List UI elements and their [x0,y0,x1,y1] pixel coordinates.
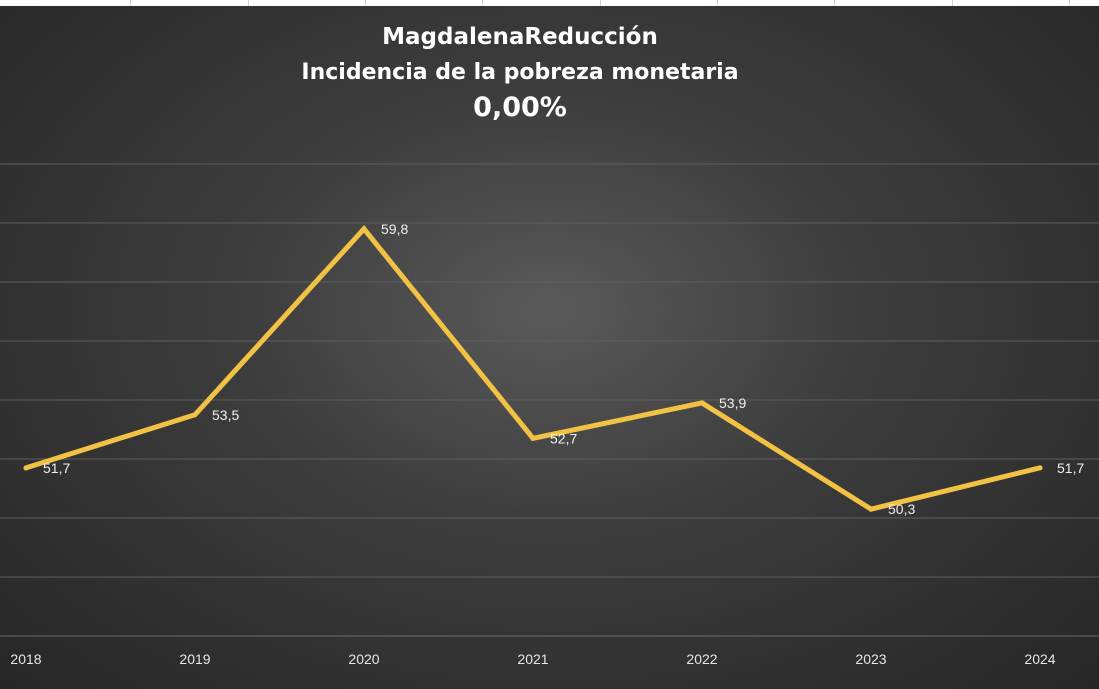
x-tick-label: 2019 [179,651,210,667]
data-label: 59,8 [381,221,408,237]
data-label: 51,7 [43,460,70,476]
series-line [23,225,1043,512]
data-point [192,412,198,418]
chart-subtitle: Incidencia de la pobreza monetaria [301,60,739,85]
x-tick-label: 2024 [1024,651,1055,667]
data-label: 51,7 [1057,460,1084,476]
x-tick-label: 2020 [348,651,379,667]
data-point [1037,465,1043,471]
x-tick-label: 2023 [855,651,886,667]
data-label: 50,3 [888,501,915,517]
data-label: 53,9 [719,395,746,411]
spreadsheet-row-strip [0,0,1099,6]
data-label: 53,5 [212,407,239,423]
data-point [23,465,29,471]
data-point [868,506,874,512]
x-tick-label: 2018 [10,651,41,667]
x-tick-label: 2021 [517,651,548,667]
x-tick-label: 2022 [686,651,717,667]
data-point [361,226,367,232]
data-label: 52,7 [550,430,577,446]
headline-value: 0,00% [473,92,567,123]
data-point [699,400,705,406]
data-point [530,435,536,441]
chart-title: MagdalenaReducción [382,24,658,50]
